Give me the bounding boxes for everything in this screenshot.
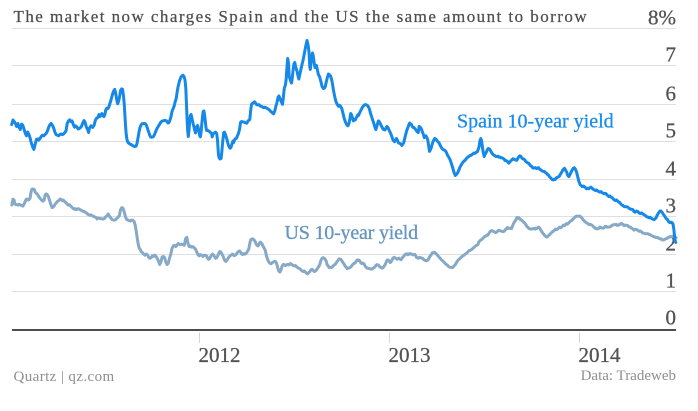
svg-text:7: 7 [666, 43, 677, 67]
svg-text:Quartz | qz.com: Quartz | qz.com [14, 369, 115, 385]
svg-text:2013: 2013 [389, 343, 431, 367]
svg-text:2: 2 [666, 232, 677, 256]
svg-text:4: 4 [666, 157, 677, 181]
svg-text:Data: Tradeweb: Data: Tradeweb [581, 368, 676, 384]
svg-text:The market now charges Spain a: The market now charges Spain and the US … [14, 7, 589, 26]
svg-text:2014: 2014 [579, 343, 622, 367]
svg-text:8%: 8% [648, 6, 676, 30]
svg-text:0: 0 [666, 306, 677, 330]
svg-text:5: 5 [666, 119, 677, 143]
svg-text:1: 1 [666, 269, 677, 293]
svg-text:2012: 2012 [199, 343, 241, 367]
svg-text:6: 6 [666, 82, 677, 106]
svg-text:US 10-year yield: US 10-year yield [285, 222, 419, 244]
svg-text:3: 3 [666, 194, 677, 218]
svg-text:Spain 10-year yield: Spain 10-year yield [457, 111, 614, 133]
